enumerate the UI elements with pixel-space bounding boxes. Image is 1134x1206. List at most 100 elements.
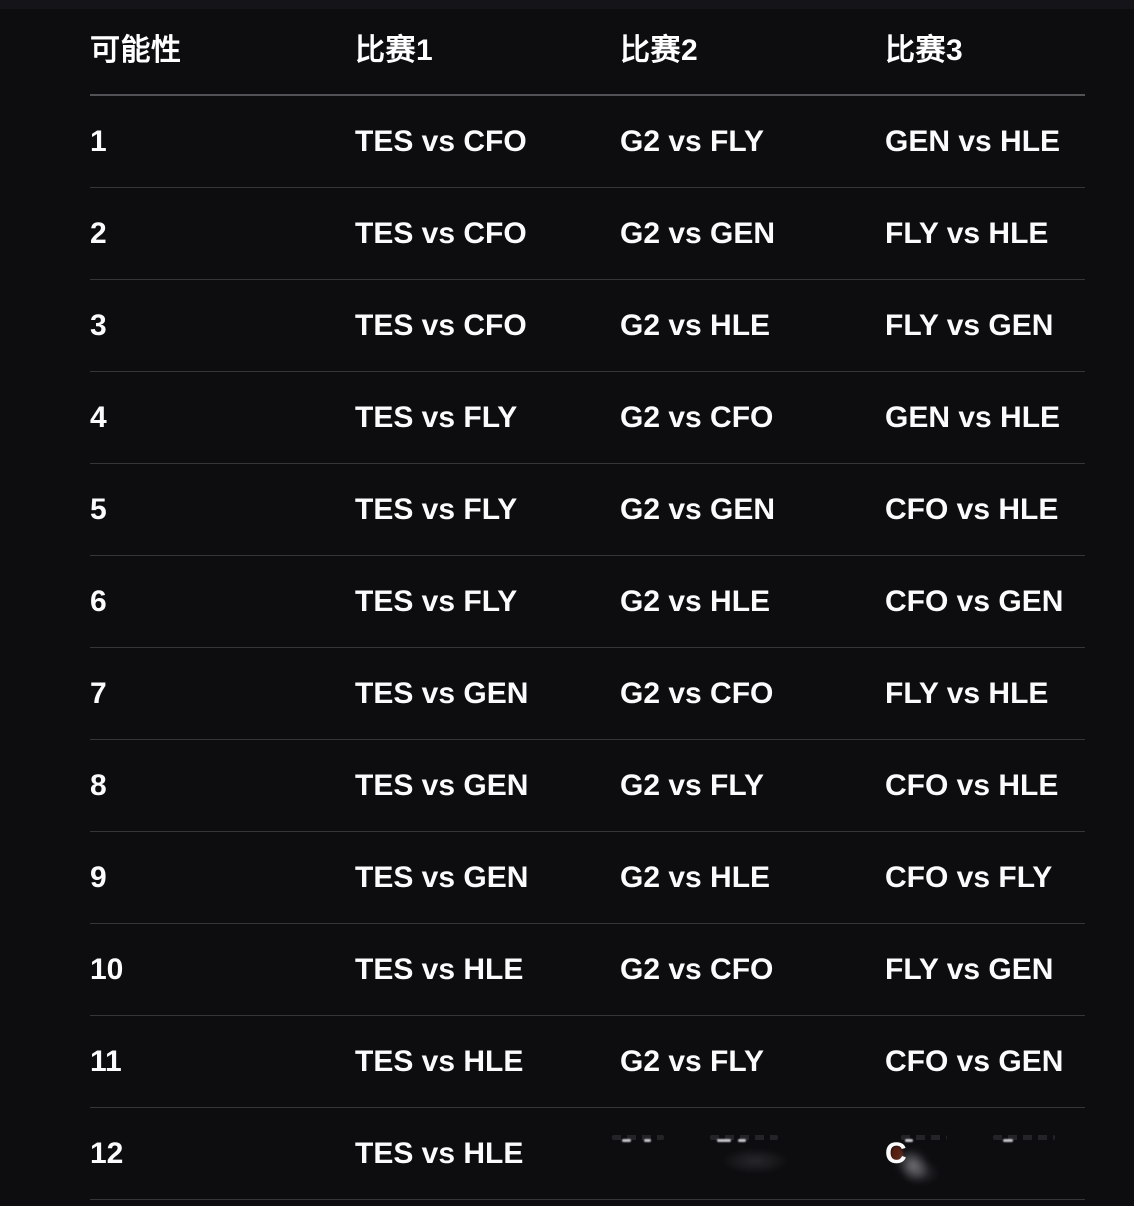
cell-text: FLY vs HLE [885,677,1049,710]
cell-text: G2 vs FLY [620,1045,764,1078]
cell-match2: G2 vs FLY [620,1016,885,1108]
cell-match3: FLY vs HLE [885,648,1085,740]
cell-text: FLY vs GEN [885,953,1054,986]
cell-match2 [612,1108,885,1200]
cell-match1: TES vs CFO [355,280,620,372]
erased-text-smudge [901,1135,947,1140]
table-row: 4 TES vs FLY G2 vs CFO GEN vs HLE [90,372,1085,464]
header-match1-label: 比赛1 [355,34,434,67]
cell-text: G2 vs FLY [620,769,764,802]
cell-match2: G2 vs CFO [620,924,885,1016]
cell-match2: G2 vs HLE [620,280,885,372]
table-row: 1 TES vs CFO G2 vs FLY GEN vs HLE [90,96,1085,188]
table-body: 1 TES vs CFO G2 vs FLY GEN vs HLE 2 TES vs CF… [90,96,1085,1200]
erased-text-smudge [738,1139,746,1142]
cell-possibility: 9 [90,832,355,924]
erased-text-smudge [612,1135,664,1140]
cell-match3: CFO vs HLE [885,740,1085,832]
cell-match2: G2 vs FLY [620,740,885,832]
cell-match3: CFO vs FLY [885,832,1085,924]
table-row: 3 TES vs CFO G2 vs HLE FLY vs GEN [90,280,1085,372]
cell-text: TES vs HLE [355,1045,524,1078]
cell-text: 7 [90,677,107,710]
header-possibility: 可能性 [90,25,355,69]
cell-possibility: 8 [90,740,355,832]
cell-text: 11 [90,1045,122,1078]
erased-text-smudge [720,1148,790,1174]
table-row: 2 TES vs CFO G2 vs GEN FLY vs HLE [90,188,1085,280]
cell-text: G2 vs GEN [620,493,776,526]
cell-text: CFO vs GEN [885,585,1064,618]
cell-possibility: 4 [90,372,355,464]
cell-text: GEN vs HLE [885,401,1061,434]
cell-text: GEN vs HLE [885,125,1061,158]
cell-possibility: 11 [90,1016,355,1108]
cell-text: CFO vs GEN [885,1045,1064,1078]
cell-match2: G2 vs CFO [620,648,885,740]
cell-match3: GEN vs HLE [885,372,1085,464]
cell-text: 5 [90,493,107,526]
cell-possibility: 12 [90,1108,355,1200]
cell-text: TES vs HLE [355,953,524,986]
header-match1: 比赛1 [355,25,620,69]
erased-text-smudge [717,1139,731,1142]
cell-text: TES vs FLY [355,585,518,618]
table-row: 8 TES vs GEN G2 vs FLY CFO vs HLE [90,740,1085,832]
cell-text: C [885,1137,907,1170]
cell-text: 12 [90,1137,124,1170]
erased-text-smudge [1003,1139,1013,1142]
cell-text: G2 vs CFO [620,677,774,710]
cell-match3: C [885,1108,1085,1200]
header-possibility-label: 可能性 [90,34,182,67]
header-match3-label: 比赛3 [885,34,964,67]
cell-text: 1 [90,125,107,158]
cell-match1: TES vs FLY [355,556,620,648]
cell-possibility: 6 [90,556,355,648]
cell-possibility: 3 [90,280,355,372]
table-row: 10 TES vs HLE G2 vs CFO FLY vs GEN [90,924,1085,1016]
cell-text: FLY vs HLE [885,217,1049,250]
cell-text: TES vs HLE [355,1137,524,1170]
table-row: 9 TES vs GEN G2 vs HLE CFO vs FLY [90,832,1085,924]
cell-text: G2 vs HLE [620,861,771,894]
cell-text: G2 vs HLE [620,309,771,342]
cell-text: FLY vs GEN [885,309,1054,342]
cell-possibility: 10 [90,924,355,1016]
cell-match3: GEN vs HLE [885,96,1085,188]
header-match2-label: 比赛2 [620,34,699,67]
cell-text: 2 [90,217,107,250]
cell-text: TES vs FLY [355,493,518,526]
cell-match1: TES vs HLE [355,1016,620,1108]
cell-match1: TES vs HLE [355,924,620,1016]
cell-text: TES vs GEN [355,769,529,802]
cell-match1: TES vs GEN [355,648,620,740]
cell-text: TES vs CFO [355,125,527,158]
cell-text: TES vs FLY [355,401,518,434]
cell-match1: TES vs HLE [355,1108,620,1200]
table-row: 6 TES vs FLY G2 vs HLE CFO vs GEN [90,556,1085,648]
cell-possibility: 5 [90,464,355,556]
cell-text: G2 vs CFO [620,401,774,434]
cell-match3: CFO vs HLE [885,464,1085,556]
cell-text: TES vs GEN [355,677,529,710]
table-row: 11 TES vs HLE G2 vs FLY CFO vs GEN [90,1016,1085,1108]
cell-match1: TES vs CFO [355,96,620,188]
erased-text-smudge [644,1139,651,1142]
cell-match1: TES vs GEN [355,832,620,924]
cell-match2: G2 vs FLY [620,96,885,188]
cell-text: G2 vs HLE [620,585,771,618]
table-row: 5 TES vs FLY G2 vs GEN CFO vs HLE [90,464,1085,556]
erased-text-smudge [622,1139,631,1142]
cell-text: 4 [90,401,107,434]
cell-text: TES vs CFO [355,309,527,342]
cell-match3: CFO vs GEN [885,1016,1085,1108]
cell-match1: TES vs CFO [355,188,620,280]
cell-text: TES vs CFO [355,217,527,250]
cell-possibility: 2 [90,188,355,280]
cell-text: CFO vs HLE [885,769,1059,802]
cell-possibility: 7 [90,648,355,740]
cell-text: 3 [90,309,107,342]
cell-match2: G2 vs HLE [620,556,885,648]
cell-text: 9 [90,861,107,894]
erased-text-smudge [993,1135,1055,1140]
